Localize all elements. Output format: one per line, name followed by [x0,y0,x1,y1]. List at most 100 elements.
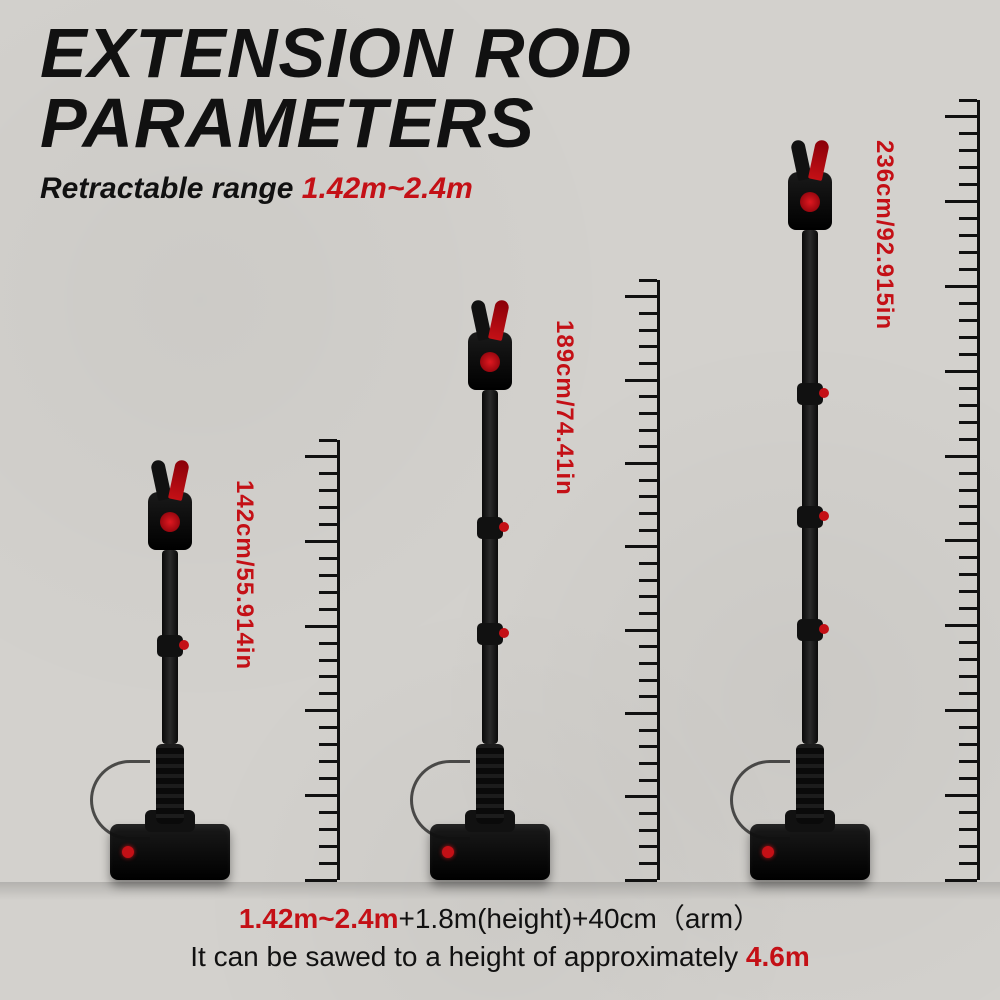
pole-clamp [157,635,183,657]
ruler-tick-major [305,794,337,797]
ruler-tick-major [945,115,977,118]
ruler-tick-minor [959,658,977,661]
ruler-tick-minor [959,505,977,508]
ruler-tick-minor [959,489,977,492]
ruler-tick-minor [959,234,977,237]
ruler-tick-minor [959,760,977,763]
tool-2 [420,300,560,880]
ruler-tick-minor [639,562,657,565]
ruler-tick-minor [639,829,657,832]
ruler-tick-minor [959,132,977,135]
tool-1 [100,460,240,880]
ruler-tick-major [625,879,657,882]
ruler-tick-minor [959,302,977,305]
ruler-tick-minor [319,692,337,695]
ruler-tick-minor [319,523,337,526]
ruler-1 [280,440,340,880]
wrist-strap [90,760,150,840]
footer-line2a: It can be sawed to a height of approxima… [190,941,746,972]
ruler-tick-minor [959,828,977,831]
ruler-tick-minor [639,679,657,682]
ground-shadow [0,882,1000,900]
ruler-tick-major [945,200,977,203]
ruler-tick-minor [959,99,977,102]
ruler-tick-minor [319,506,337,509]
ruler-tick-minor [639,512,657,515]
pole-clamp [477,623,503,645]
ruler-tick-minor [319,811,337,814]
ruler-tick-minor [639,529,657,532]
ruler-tick-minor [319,726,337,729]
ruler-tick-minor [639,779,657,782]
ruler-2 [600,280,660,880]
ruler-tick-minor [319,439,337,442]
pruner-jaw-icon [152,460,188,500]
ruler-tick-minor [959,692,977,695]
ruler-tick-major [625,795,657,798]
pole-clamp [797,506,823,528]
ruler-tick-major [945,879,977,882]
ruler-tick-minor [319,557,337,560]
ruler-tick-minor [959,268,977,271]
ruler-tick-major [945,370,977,373]
ruler-tick-minor [639,362,657,365]
ruler-tick-minor [959,251,977,254]
ruler-tick-minor [319,574,337,577]
ruler-tick-minor [319,659,337,662]
ruler-tick-minor [639,595,657,598]
pole-clamp [477,517,503,539]
ruler-tick-major [305,709,337,712]
ruler-tick-minor [639,845,657,848]
ruler-tick-minor [319,862,337,865]
tool-3 [740,140,880,880]
ruler-tick-major [305,540,337,543]
ruler-tick-major [945,285,977,288]
ruler-tick-major [945,624,977,627]
ruler-tick-minor [639,412,657,415]
pruner-head [780,140,840,230]
ruler-tick-minor [639,862,657,865]
grip [796,744,824,824]
ruler-tick-minor [639,429,657,432]
ruler-tick-minor [639,345,657,348]
rods-stage: 142cm/55.914in189cm/74.41in236cm/92.915i… [0,60,1000,880]
ruler-tick-major [945,709,977,712]
ruler-tick-minor [639,445,657,448]
power-led-icon [122,846,134,858]
ruler-tick-minor [319,828,337,831]
ruler-tick-minor [959,573,977,576]
ruler-tick-minor [959,777,977,780]
pruner-button-icon [800,192,820,212]
ruler-tick-minor [639,329,657,332]
ruler-tick-minor [319,591,337,594]
pruner-button-icon [480,352,500,372]
wrist-strap [730,760,790,840]
ruler-tick-minor [959,641,977,644]
ruler-tick-minor [639,479,657,482]
pole-clamp [797,383,823,405]
footer-text: 1.42m~2.4m+1.8m(height)+40cm（arm） It can… [0,900,1000,976]
ruler-tick-minor [959,862,977,865]
footer-range: 1.42m~2.4m [239,903,399,934]
ruler-tick-minor [639,395,657,398]
ruler-tick-minor [319,489,337,492]
pruner-jaw-icon [472,300,508,340]
ruler-tick-minor [959,217,977,220]
ruler-tick-minor [319,743,337,746]
ruler-tick-major [625,712,657,715]
ruler-tick-minor [639,812,657,815]
ruler-tick-minor [959,607,977,610]
ruler-tick-minor [319,472,337,475]
ruler-tick-minor [959,743,977,746]
ruler-tick-minor [639,762,657,765]
ruler-tick-minor [959,404,977,407]
pruner-head [140,460,200,550]
grip [156,744,184,824]
ruler-tick-major [945,539,977,542]
grip [476,744,504,824]
ruler-tick-minor [959,590,977,593]
ruler-tick-minor [639,695,657,698]
ruler-tick-minor [959,675,977,678]
ruler-tick-minor [319,777,337,780]
ruler-tick-minor [959,845,977,848]
